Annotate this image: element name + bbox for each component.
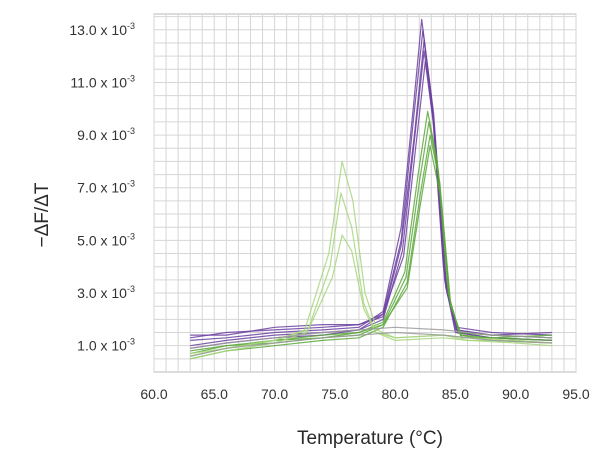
x-tick-label: 65.0 <box>201 386 228 402</box>
x-tick-label: 95.0 <box>562 386 589 402</box>
y-tick-labels: 1.0 x 10-3 3.0 x 10-3 5.0 x 10-3 7.0 x 10-3… <box>69 21 135 354</box>
x-tick-label: 85.0 <box>442 386 469 402</box>
y-tick-label: 13.0 x 10-3 <box>69 21 135 38</box>
x-tick-label: 75.0 <box>321 386 348 402</box>
y-tick-label: 5.0 x 10-3 <box>77 231 135 248</box>
series-line <box>190 326 552 349</box>
y-tick-label: 11.0 x 10-3 <box>70 73 135 90</box>
plot-area <box>153 13 577 373</box>
x-axis-label: Temperature (°C) <box>297 428 443 449</box>
series-line <box>190 234 552 355</box>
y-tick-label: 3.0 x 10-3 <box>77 284 135 301</box>
y-tick-label: 7.0 x 10-3 <box>77 179 135 196</box>
x-tick-labels: 60.0 65.0 70.0 75.0 80.0 85.0 90.0 95.0 <box>140 386 589 402</box>
y-axis-label: −ΔF/ΔT <box>32 182 53 247</box>
series-layer <box>190 18 552 360</box>
series-line <box>190 60 552 341</box>
x-tick-label: 70.0 <box>261 386 288 402</box>
x-tick-label: 90.0 <box>502 386 529 402</box>
series-line <box>190 331 552 357</box>
y-tick-label: 9.0 x 10-3 <box>77 126 135 143</box>
x-tick-label: 60.0 <box>140 386 167 402</box>
plot-grid <box>153 13 577 373</box>
y-tick-label: 1.0 x 10-3 <box>77 337 135 354</box>
x-tick-label: 80.0 <box>382 386 409 402</box>
